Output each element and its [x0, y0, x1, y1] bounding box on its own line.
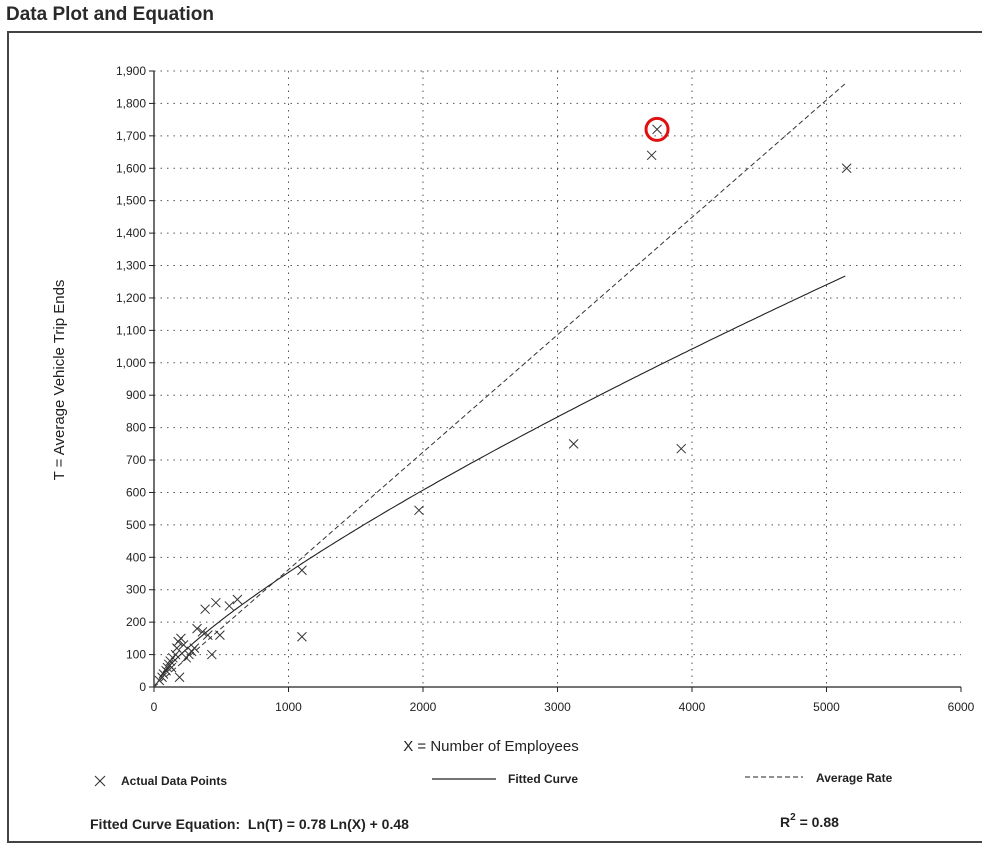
- page-title: Data Plot and Equation: [6, 4, 214, 25]
- y-tick-label: 700: [126, 453, 146, 467]
- r-squared-r: R: [780, 814, 790, 830]
- r-squared-value: = 0.88: [796, 814, 839, 830]
- chart-frame: [7, 31, 982, 843]
- fitted-equation-label: Fitted Curve Equation: Ln(T) = 0.78 Ln(X…: [90, 816, 409, 832]
- data-point: [197, 627, 208, 637]
- x-tick-label: 2000: [410, 700, 437, 714]
- y-tick-label: 500: [126, 518, 146, 532]
- points-layer: [154, 124, 852, 686]
- data-point: [206, 649, 217, 660]
- data-point: [652, 124, 662, 135]
- data-point: [297, 631, 307, 642]
- legend-label-average-rate: Average Rate: [816, 771, 893, 785]
- data-point: [192, 623, 202, 634]
- data-point: [297, 565, 307, 576]
- x-tick-label: 0: [151, 700, 158, 714]
- grid-layer: [154, 70, 961, 687]
- data-point: [166, 662, 177, 673]
- data-point: [211, 597, 221, 608]
- data-point: [178, 639, 189, 650]
- data-point: [189, 643, 200, 653]
- legend-label-data-points: Actual Data Points: [121, 774, 227, 788]
- data-point: [157, 672, 167, 683]
- y-tick-label: 1,600: [116, 161, 146, 175]
- highlight-circle: [644, 116, 670, 142]
- legend-label-fitted-curve: Fitted Curve: [508, 772, 578, 786]
- y-tick-label: 1,100: [116, 323, 146, 337]
- y-tick-label: 600: [126, 485, 146, 499]
- legend-marker-data-points: [94, 775, 106, 787]
- data-point: [224, 601, 235, 611]
- y-tick-label: 1,200: [116, 291, 146, 305]
- y-tick-label: 900: [126, 388, 146, 402]
- y-tick-label: 1,400: [116, 226, 146, 240]
- y-tick-label: 1,300: [116, 259, 146, 273]
- data-point: [215, 630, 225, 640]
- data-point: [172, 643, 182, 653]
- average-rate-line: [153, 81, 848, 688]
- data-point: [646, 150, 657, 161]
- y-tick-label: 1,900: [116, 64, 146, 78]
- data-point: [170, 649, 181, 660]
- y-tick-label: 100: [126, 648, 146, 662]
- data-point: [174, 672, 185, 683]
- r-squared-superscript: 2: [790, 812, 796, 823]
- data-point: [176, 633, 186, 644]
- data-point: [232, 594, 243, 605]
- fitted-curve-line: [158, 275, 846, 679]
- data-point: [161, 665, 171, 676]
- data-point: [568, 438, 579, 449]
- data-point: [676, 443, 687, 454]
- y-axis-title: T = Average Vehicle Trip Ends: [51, 280, 68, 481]
- y-tick-label: 800: [126, 421, 146, 435]
- y-tick-label: 200: [126, 615, 146, 629]
- r-squared-label: R2 = 0.88: [780, 812, 839, 830]
- y-tick-label: 300: [126, 583, 146, 597]
- highlight-layer: [644, 116, 670, 142]
- data-point: [414, 505, 424, 516]
- y-tick-label: 1,800: [116, 96, 146, 110]
- y-tick-label: 400: [126, 550, 146, 564]
- data-point: [162, 662, 173, 673]
- x-tick-label: 5000: [813, 700, 840, 714]
- y-tick-label: 1,000: [116, 356, 146, 370]
- data-point: [202, 630, 213, 640]
- x-tick-label: 6000: [948, 700, 975, 714]
- x-tick-label: 3000: [544, 700, 571, 714]
- data-point: [841, 163, 852, 174]
- legend: Actual Data Points Fitted Curve Average …: [94, 771, 893, 788]
- x-tick-label: 4000: [679, 700, 706, 714]
- y-tick-label: 1,500: [116, 194, 146, 208]
- ticks-layer: 0 100 200 300 400 500 600 700 800 900 1,000 1,100 1,…: [116, 64, 975, 714]
- x-axis-title: X = Number of Employees: [403, 738, 579, 755]
- x-tick-label: 1000: [275, 700, 302, 714]
- y-tick-label: 0: [139, 680, 146, 694]
- lines-layer: [153, 81, 848, 688]
- y-tick-label: 1,700: [116, 129, 146, 143]
- data-point: [200, 604, 210, 615]
